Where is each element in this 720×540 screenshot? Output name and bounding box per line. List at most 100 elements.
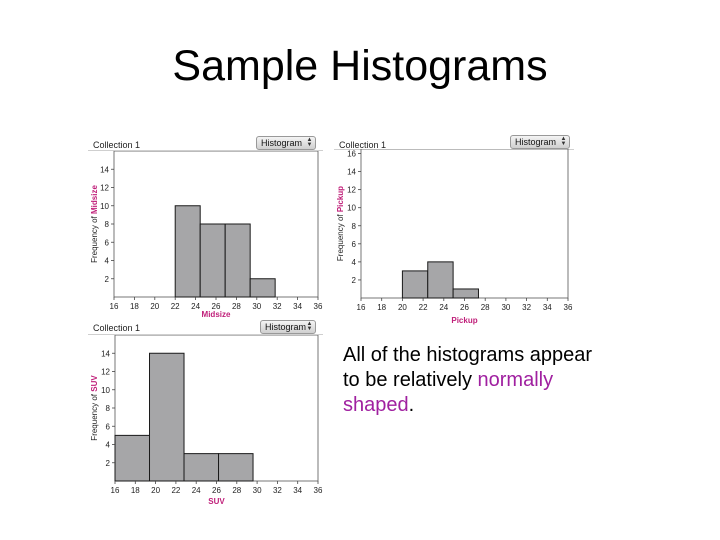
y-tick-label: 12 [347, 186, 356, 195]
plot-frame [360, 149, 569, 299]
panel-divider [88, 150, 323, 151]
histogram-bar [452, 288, 479, 299]
y-tick-label: 8 [352, 222, 357, 231]
histogram-bar [218, 453, 254, 482]
x-tick-label: 36 [314, 486, 323, 495]
y-axis-label-variable: SUV [90, 375, 99, 392]
x-tick-label: 28 [232, 302, 241, 311]
x-tick-label: 36 [564, 303, 573, 312]
y-axis-label-prefix: Frequency of [90, 392, 99, 441]
y-tick-label: 2 [105, 275, 110, 284]
dropdown-arrows-icon: ▲ ▼ [306, 321, 313, 332]
y-tick-label: 14 [347, 168, 356, 177]
y-tick-label: 2 [352, 276, 357, 285]
y-tick-label: 16 [347, 150, 356, 159]
y-axis-label-variable: Midsize [90, 185, 99, 214]
histogram-bar [149, 352, 185, 482]
x-tick-label: 34 [293, 486, 302, 495]
panel-divider [88, 334, 323, 335]
x-tick-label: 26 [460, 303, 469, 312]
x-tick-label: 22 [171, 302, 180, 311]
x-tick-label: 20 [151, 486, 160, 495]
dropdown-value: Histogram [265, 322, 307, 332]
x-tick-label: 30 [253, 486, 262, 495]
y-axis-label-prefix: Frequency of [90, 214, 99, 263]
y-tick-label: 2 [106, 459, 111, 468]
y-tick-label: 12 [101, 368, 110, 377]
x-tick-label: 18 [377, 303, 386, 312]
x-tick-label: 16 [357, 303, 366, 312]
x-tick-label: 24 [191, 302, 200, 311]
y-tick-label: 10 [101, 386, 110, 395]
histogram-bar [427, 261, 454, 299]
x-tick-label: 34 [543, 303, 552, 312]
x-tick-label: 20 [150, 302, 159, 311]
x-tick-label: 28 [232, 486, 241, 495]
dropdown-arrows-icon: ▲ ▼ [306, 137, 313, 148]
histogram-bar [183, 453, 220, 482]
histogram-bar [401, 270, 429, 299]
x-tick-label: 22 [171, 486, 180, 495]
histogram-bar [199, 223, 226, 298]
slide-caption: All of the histograms appear to be relat… [343, 343, 603, 418]
x-tick-label: 22 [419, 303, 428, 312]
y-axis-label: Frequency of SUV [90, 375, 99, 441]
y-tick-label: 4 [106, 441, 111, 450]
collection-label: Collection 1 [339, 140, 387, 150]
graph-type-dropdown[interactable]: Histogram ▲ ▼ [260, 320, 316, 334]
y-axis-label: Frequency of Midsize [90, 185, 99, 263]
histogram-bar [114, 434, 151, 482]
x-tick-label: 28 [481, 303, 490, 312]
dropdown-arrows-icon: ▲ ▼ [560, 136, 567, 147]
y-axis-label-prefix: Frequency of [336, 212, 345, 261]
x-tick-label: 30 [252, 302, 261, 311]
x-tick-label: 32 [522, 303, 531, 312]
y-tick-label: 8 [106, 404, 111, 413]
x-axis-label: Midsize [202, 310, 231, 319]
x-axis-label: Pickup [451, 316, 477, 325]
x-tick-label: 26 [212, 302, 221, 311]
graph-type-dropdown[interactable]: Histogram ▲ ▼ [510, 135, 570, 149]
x-tick-label: 36 [314, 302, 323, 311]
caption-highlight: normally shaped [343, 369, 554, 416]
y-tick-label: 4 [105, 257, 110, 266]
x-tick-label: 16 [110, 302, 119, 311]
histogram-panel-suv: Collection 1 Histogram ▲ ▼ 2 4 6 8 10 12 14 16 18… [88, 319, 323, 509]
x-tick-label: 16 [111, 486, 120, 495]
y-tick-label: 10 [100, 202, 109, 211]
x-axis-label: SUV [208, 497, 225, 506]
collection-label: Collection 1 [93, 140, 141, 150]
dropdown-value: Histogram [261, 138, 303, 148]
histogram-bar [249, 278, 276, 298]
histogram-panel-midsize: Collection 1 Histogram ▲ ▼ 2 4 6 8 10 12 14 16 18… [88, 135, 323, 320]
y-tick-label: 14 [100, 165, 109, 174]
y-tick-label: 12 [100, 184, 109, 193]
x-tick-label: 18 [130, 302, 139, 311]
y-tick-label: 6 [105, 238, 110, 247]
slide-title: Sample Histograms [172, 42, 548, 90]
graph-type-dropdown[interactable]: Histogram ▲ ▼ [256, 136, 316, 150]
x-tick-label: 18 [131, 486, 140, 495]
y-tick-label: 10 [347, 204, 356, 213]
y-axis-label-variable: Pickup [336, 186, 345, 212]
y-tick-label: 6 [106, 422, 111, 431]
y-tick-label: 8 [105, 220, 110, 229]
y-tick-label: 6 [352, 240, 357, 249]
x-tick-label: 34 [293, 302, 302, 311]
histogram-bar [224, 223, 251, 298]
collection-label: Collection 1 [93, 323, 141, 333]
dropdown-value: Histogram [515, 137, 557, 147]
histogram-panel-pickup: Collection 1 Histogram ▲ ▼ 2 4 6 8 10 12 14 16 16… [334, 135, 574, 327]
y-tick-label: 14 [101, 349, 110, 358]
y-tick-label: 4 [352, 258, 357, 267]
histogram-bar [174, 205, 201, 298]
x-tick-label: 32 [273, 302, 282, 311]
x-tick-label: 30 [501, 303, 510, 312]
caption-text: All of the histograms appear to be relat… [343, 344, 593, 391]
x-tick-label: 20 [398, 303, 407, 312]
x-tick-label: 32 [273, 486, 282, 495]
caption-end: . [408, 394, 415, 416]
